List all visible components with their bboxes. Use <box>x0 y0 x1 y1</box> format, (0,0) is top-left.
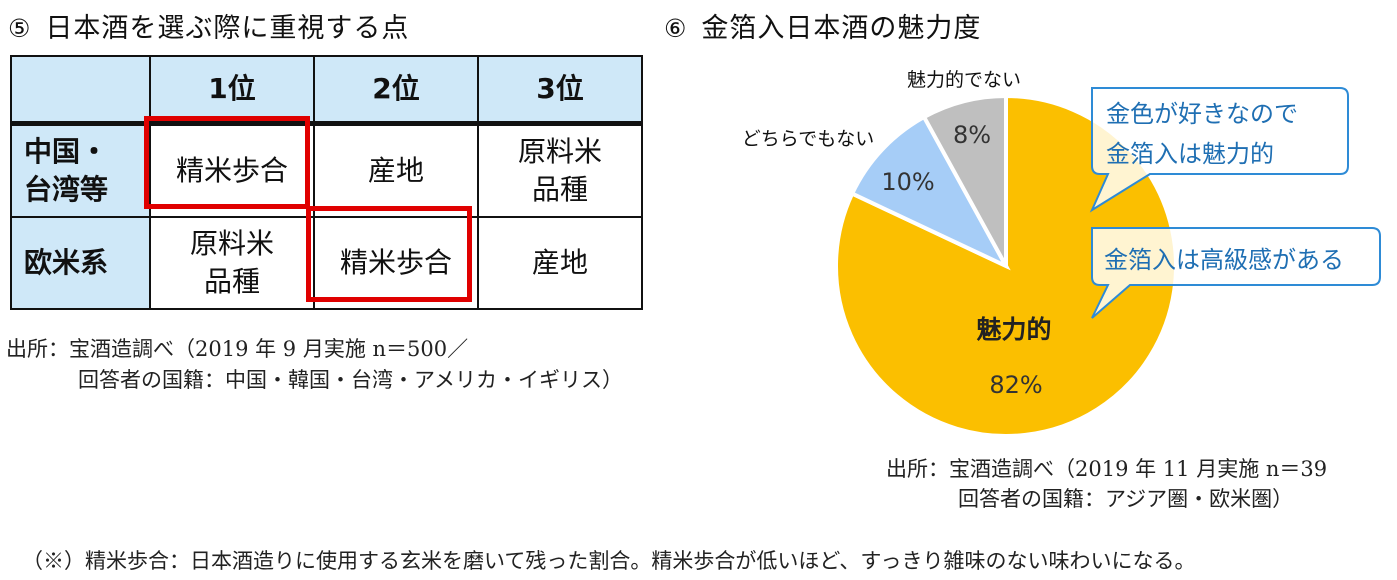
pie-slice <box>921 93 1008 267</box>
right-section-title: ⑥ 金箔入日本酒の魅力度 <box>664 6 981 45</box>
slice-value-label: 8% <box>953 121 991 149</box>
table-cell: 産地 <box>477 215 643 310</box>
cell-line: 産地 <box>367 153 424 187</box>
left-section-title: ⑤ 日本酒を選ぶ際に重視する点 <box>8 6 409 45</box>
column-header-2: 2位 <box>313 55 479 126</box>
callout2-text: 金箔入は高級感がある <box>1104 246 1344 274</box>
left-source-line1: 出所：宝酒造調べ（2019 年 9 月実施 n＝500／ <box>6 337 469 361</box>
row-label-asia: 中国・ 台湾等 <box>10 122 151 218</box>
callout1-line1: 金色が好きなので <box>1106 100 1298 128</box>
priority-ranking-table: 1位 2位 3位 中国・ 台湾等 精米歩合 産地 原料米 品種 欧米系 原料米 … <box>10 55 643 310</box>
slice-name-label: どちらでもない <box>742 128 874 150</box>
table-row: 欧米系 原料米 品種 精米歩合 産地 <box>10 215 643 310</box>
slice-value-label: 10% <box>881 168 934 196</box>
cell-line: 産地 <box>531 245 588 279</box>
right-source-line1: 出所：宝酒造調べ（2019 年 11 月実施 n＝39 <box>886 457 1328 481</box>
row-label-line: 台湾等 <box>24 172 109 206</box>
row-label-west: 欧米系 <box>10 215 151 310</box>
cell-line: 精米歩合 <box>339 245 452 279</box>
callout-bubble-1 <box>1089 87 1349 213</box>
cell-line: 品種 <box>531 172 588 206</box>
table-cell: 産地 <box>313 122 479 218</box>
row-label-line: 欧米系 <box>24 245 109 279</box>
footnote: （※）精米歩合：日本酒造りに使用する玄米を磨いて残った割合。精米歩合が低いほど、… <box>22 549 1196 573</box>
table-corner-cell <box>10 55 151 126</box>
column-header-3: 3位 <box>477 55 643 126</box>
cell-line: 原料米 <box>189 226 274 260</box>
table-row: 中国・ 台湾等 精米歩合 産地 原料米 品種 <box>10 122 643 218</box>
cell-line: 品種 <box>203 264 260 298</box>
row-label-line: 中国・ <box>24 134 109 168</box>
slice-name-label: 魅力的でない <box>907 69 1021 91</box>
cell-line: 原料米 <box>517 134 602 168</box>
right-title-text: 金箔入日本酒の魅力度 <box>701 13 982 44</box>
section-number: ⑥ <box>664 14 688 43</box>
right-source-line2: 回答者の国籍：アジア圏・欧米圏） <box>958 487 1294 511</box>
callout-bubble-2 <box>1091 227 1381 319</box>
table-cell: 精米歩合 <box>313 215 479 310</box>
slice-name-label: 魅力的 <box>976 315 1051 344</box>
slice-value-label: 82% <box>989 371 1042 399</box>
cell-line: 精米歩合 <box>175 153 288 187</box>
table-cell: 精米歩合 <box>149 122 315 218</box>
table-header-row: 1位 2位 3位 <box>10 55 643 126</box>
column-header-1: 1位 <box>149 55 315 126</box>
table-cell: 原料米 品種 <box>477 122 643 218</box>
table-cell: 原料米 品種 <box>149 215 315 310</box>
callout1-line2: 金箔入は魅力的 <box>1106 140 1274 168</box>
left-source-line2: 回答者の国籍：中国・韓国・台湾・アメリカ・イギリス） <box>78 368 623 392</box>
section-number: ⑤ <box>8 14 32 43</box>
pie-slice <box>849 114 1011 271</box>
left-title-text: 日本酒を選ぶ際に重視する点 <box>45 13 410 44</box>
